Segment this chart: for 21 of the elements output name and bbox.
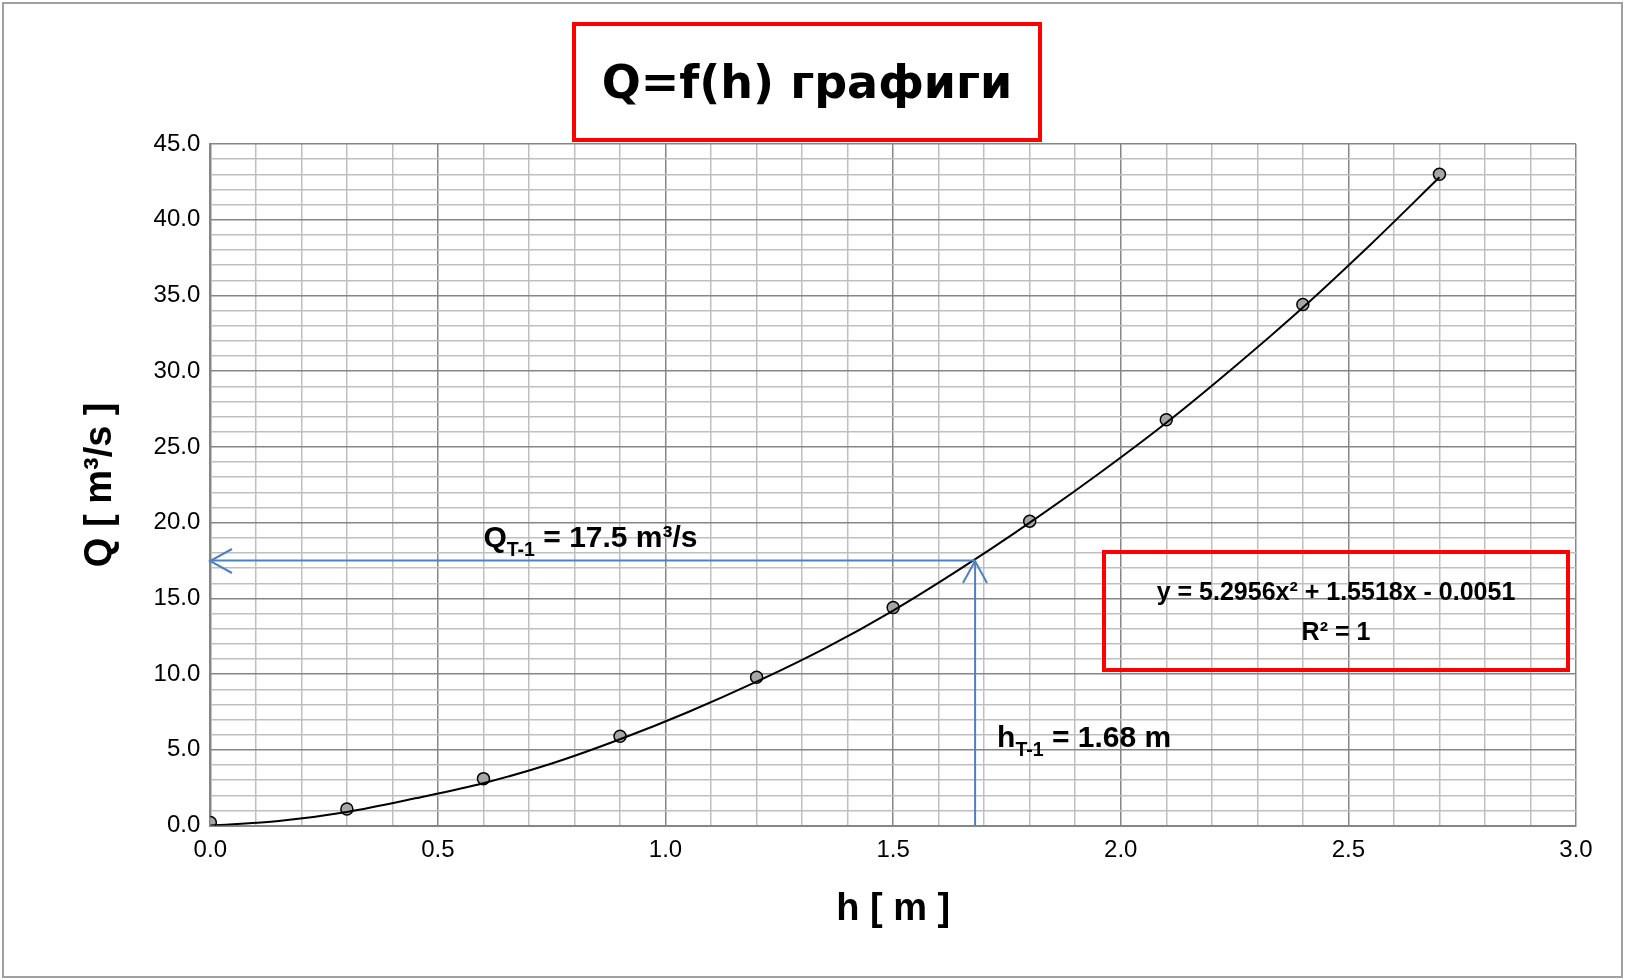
y-tick-label: 10.0 [153,658,201,686]
y-axis-title: Q [ m³/s ] [77,402,120,568]
x-tick-label: 0.5 [421,834,455,862]
x-axis-title: h [ m ] [836,885,951,928]
annotation: R² = 1 [1301,616,1371,647]
y-tick-label: 45.0 [153,128,201,156]
x-tick-label: 2.0 [1104,834,1138,862]
y-tick-label: 25.0 [153,431,201,459]
point [1432,167,1447,182]
y-tick-label: 40.0 [153,204,201,232]
y-tick-label: 20.0 [153,507,201,535]
y-tick-label: 30.0 [153,355,201,383]
y-tick-label: 5.0 [166,734,201,762]
chart-title: Q=f(h) графиги [572,22,1042,142]
y-tick-label: 15.0 [153,583,201,611]
x-tick-label: 2.5 [1331,834,1366,862]
y-tick-label: 35.0 [153,280,201,308]
annotation: y = 5.2956x² + 1.5518x - 0.0051 [1156,576,1516,607]
x-tick-label: 1.0 [648,834,683,862]
x-tick-label: 1.5 [876,834,910,862]
x-tick-label: 3.0 [1559,834,1593,862]
